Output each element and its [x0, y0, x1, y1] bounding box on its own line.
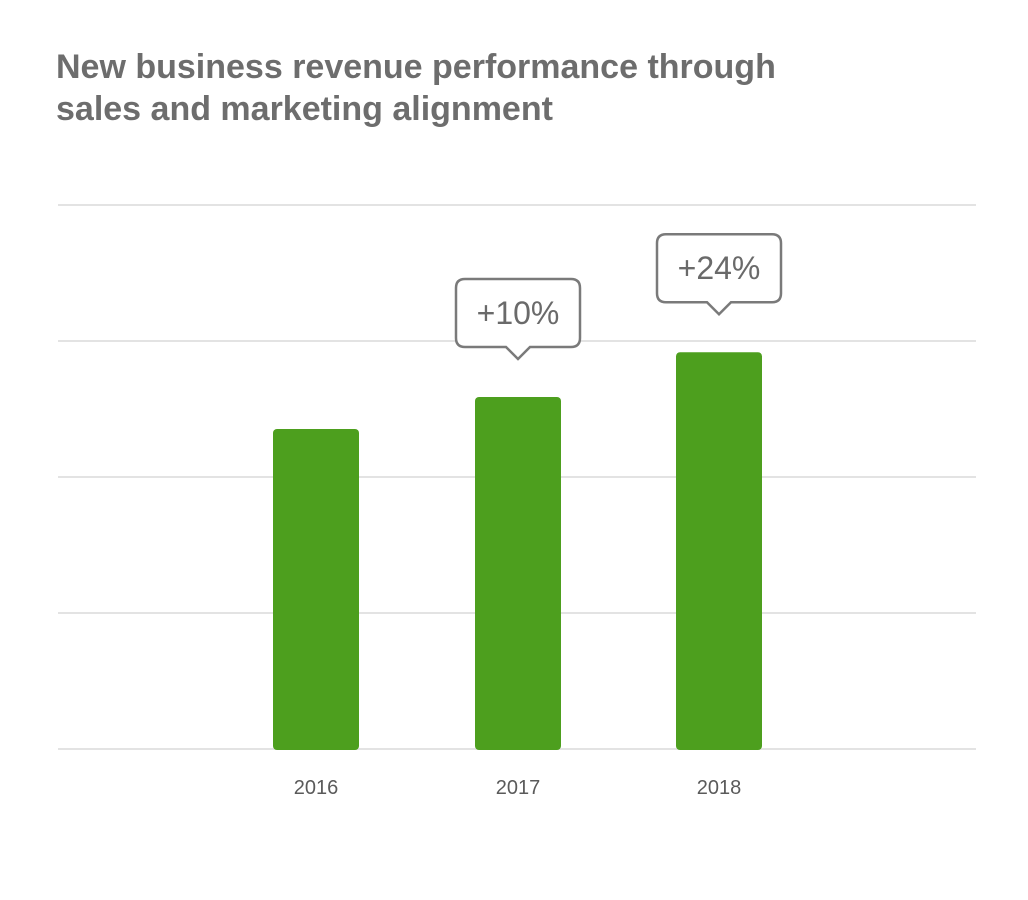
x-tick-label: 2016 [294, 777, 339, 799]
chart-title: New business revenue performance through… [56, 46, 876, 130]
callout-label: +10% [477, 295, 560, 331]
x-tick-label: 2017 [496, 777, 541, 799]
bar-2016 [273, 429, 359, 750]
callout-box [454, 277, 582, 361]
chart-title-line-2: sales and marketing alignment [56, 90, 553, 128]
bar-2017 [475, 397, 561, 750]
chart-title-line-1: New business revenue performance through [56, 48, 776, 86]
bar-2018 [676, 352, 762, 750]
x-tick-label: 2018 [697, 777, 742, 799]
callout-box [655, 232, 783, 316]
callout-label: +24% [678, 250, 761, 286]
